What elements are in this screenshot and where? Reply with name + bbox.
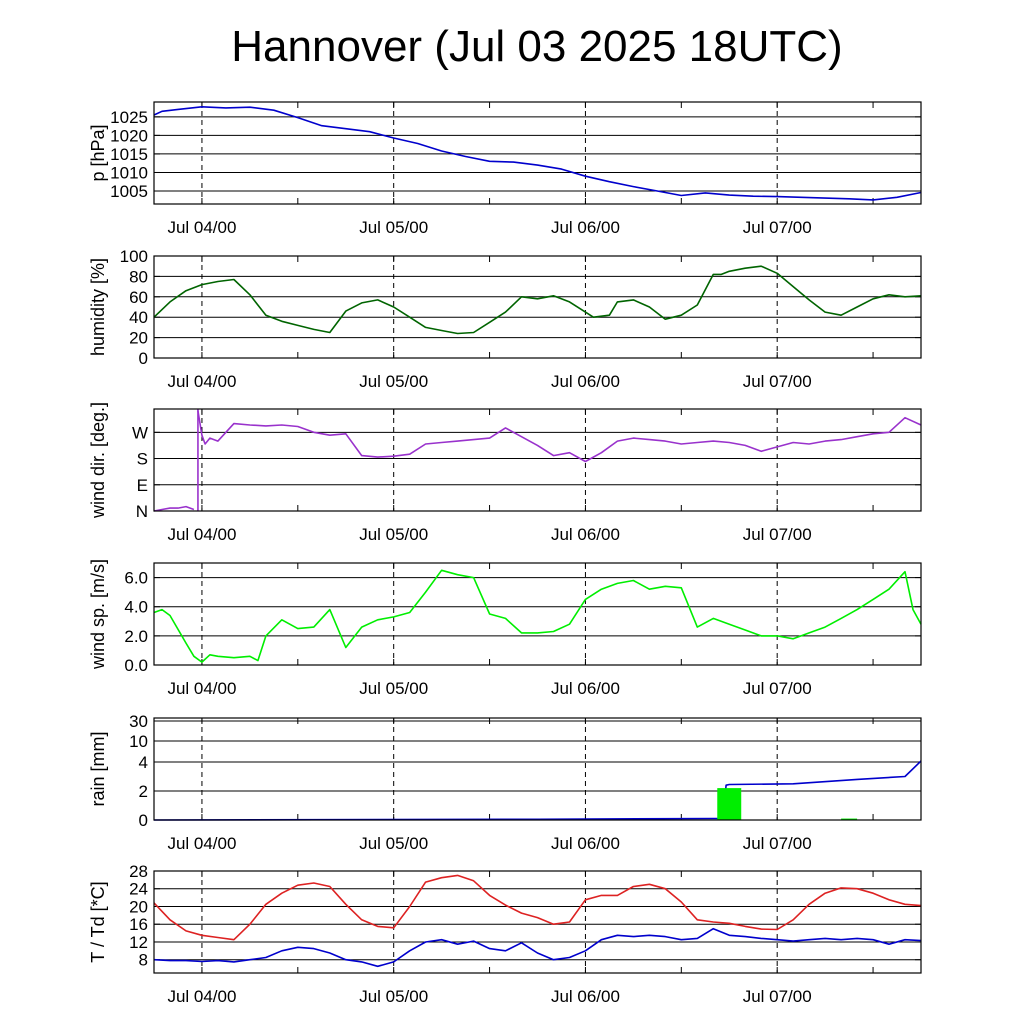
y-tick-label: 2.0 <box>124 627 148 646</box>
y-tick-label: S <box>137 450 148 469</box>
panel-frame <box>153 562 922 666</box>
y-tick-label: 6.0 <box>124 569 148 588</box>
x-tick-label: Jul 04/00 <box>167 679 236 698</box>
x-tick-label: Jul 04/00 <box>167 987 236 1006</box>
panel-frame <box>153 408 922 512</box>
y-axis-label: humidity [%] <box>88 258 108 356</box>
series-line-0 <box>153 106 922 201</box>
series-line-0 <box>153 760 922 821</box>
y-tick-label: E <box>137 476 148 495</box>
y-tick-label: 12 <box>129 933 148 952</box>
x-tick-label: Jul 07/00 <box>743 679 812 698</box>
x-tick-label: Jul 04/00 <box>167 834 236 853</box>
series-line-0 <box>153 569 922 663</box>
x-tick-label: Jul 06/00 <box>551 372 620 391</box>
x-tick-label: Jul 06/00 <box>551 834 620 853</box>
y-tick-label: 1020 <box>110 126 148 145</box>
y-tick-label: 2 <box>139 782 148 801</box>
y-tick-label: 0 <box>139 811 148 830</box>
series-line-0 <box>197 410 922 463</box>
x-tick-label: Jul 07/00 <box>743 834 812 853</box>
x-tick-label: Jul 05/00 <box>359 834 428 853</box>
page-title: Hannover (Jul 03 2025 18UTC) <box>231 22 843 71</box>
y-tick-label: 20 <box>129 897 148 916</box>
y-axis-label: p [hPa] <box>88 124 108 181</box>
y-tick-label: 1010 <box>110 163 148 182</box>
y-tick-label: 0 <box>139 349 148 368</box>
series-line-0 <box>153 265 922 335</box>
y-tick-label: 1025 <box>110 108 148 127</box>
y-tick-label: 1005 <box>110 182 148 201</box>
y-tick-label: 60 <box>129 288 148 307</box>
y-tick-label: 40 <box>129 308 148 327</box>
panel-frame <box>153 255 922 359</box>
y-tick-label: 10 <box>129 732 148 751</box>
y-tick-label: 4.0 <box>124 598 148 617</box>
series-line-0 <box>153 505 195 512</box>
x-tick-label: Jul 07/00 <box>743 525 812 544</box>
y-tick-label: 4 <box>139 753 148 772</box>
y-tick-label: 80 <box>129 267 148 286</box>
x-tick-label: Jul 05/00 <box>359 372 428 391</box>
y-axis-label: wind sp. [m/s] <box>88 559 108 670</box>
x-tick-label: Jul 04/00 <box>167 525 236 544</box>
y-tick-label: 1015 <box>110 145 148 164</box>
x-tick-label: Jul 06/00 <box>551 525 620 544</box>
x-tick-label: Jul 06/00 <box>551 218 620 237</box>
y-axis-label: rain [mm] <box>88 731 108 806</box>
y-tick-label: 0.0 <box>124 656 148 675</box>
series-line-0 <box>153 874 922 941</box>
x-tick-label: Jul 06/00 <box>551 987 620 1006</box>
y-axis-label: T / Td [*C] <box>88 881 108 962</box>
x-tick-label: Jul 07/00 <box>743 218 812 237</box>
y-tick-label: N <box>136 502 148 521</box>
panel-frame <box>153 870 922 974</box>
panel-wind-speed: 0.0 2.0 4.0 6.0 Jul 04/00 Jul 05/00 Jul 06/00 J… <box>88 559 922 698</box>
x-tick-label: Jul 05/00 <box>359 987 428 1006</box>
x-tick-label: Jul 05/00 <box>359 218 428 237</box>
x-tick-label: Jul 07/00 <box>743 372 812 391</box>
y-tick-label: 8 <box>139 951 148 970</box>
y-tick-label: 20 <box>129 329 148 348</box>
y-tick-label: 100 <box>120 247 148 266</box>
x-tick-label: Jul 06/00 <box>551 679 620 698</box>
y-tick-label: 28 <box>129 862 148 881</box>
y-tick-label: 16 <box>129 915 148 934</box>
x-tick-label: Jul 05/00 <box>359 525 428 544</box>
panel-frame <box>153 101 922 205</box>
x-tick-label: Jul 04/00 <box>167 218 236 237</box>
series-line-1 <box>153 927 922 968</box>
y-tick-label: 30 <box>129 712 148 731</box>
y-tick-label: 24 <box>129 880 148 899</box>
panel-frame <box>153 717 922 821</box>
x-tick-label: Jul 04/00 <box>167 372 236 391</box>
rain-bar <box>841 818 858 820</box>
y-tick-label: W <box>132 423 148 442</box>
x-tick-label: Jul 07/00 <box>743 987 812 1006</box>
x-tick-label: Jul 05/00 <box>359 679 428 698</box>
rain-bar <box>717 788 742 820</box>
y-axis-label: wind dir. [deg.] <box>88 402 108 519</box>
